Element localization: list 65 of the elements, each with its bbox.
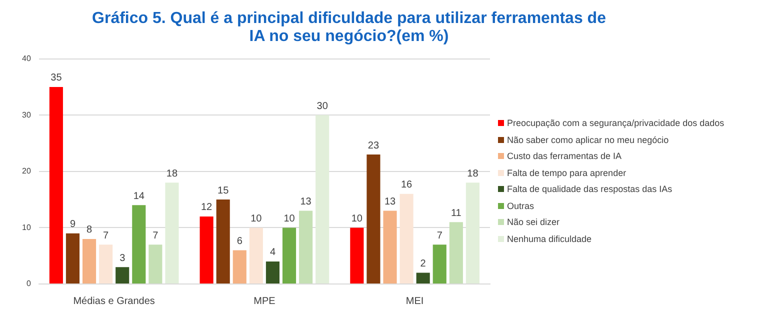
- data-label: 6: [236, 236, 243, 247]
- legend-label: Outras: [507, 200, 534, 211]
- bar: [249, 228, 263, 284]
- bar: [200, 216, 214, 284]
- data-label: 13: [300, 196, 312, 208]
- data-label: 14: [133, 190, 145, 202]
- y-tick-label: 30: [22, 110, 32, 120]
- data-label: 23: [368, 140, 380, 152]
- legend-label: Nenhuma dificuldade: [507, 234, 592, 244]
- data-label: 18: [166, 168, 178, 180]
- data-label: 3: [120, 252, 126, 264]
- bar: [316, 115, 330, 284]
- y-tick-label: 40: [22, 54, 32, 64]
- bar: [148, 244, 162, 284]
- data-label: 10: [351, 213, 363, 224]
- bar: [232, 250, 246, 284]
- data-label: 10: [250, 213, 262, 224]
- x-tick-label: MPE: [254, 296, 276, 307]
- bar: [350, 228, 364, 284]
- data-label: 11: [450, 208, 462, 219]
- bar: [449, 222, 463, 284]
- bar: [383, 210, 397, 284]
- bar: [99, 244, 113, 284]
- bar: [266, 261, 280, 284]
- legend-label: Custo das ferramentas de IA: [507, 151, 622, 162]
- y-tick-label: 20: [22, 166, 32, 176]
- bar: [366, 154, 380, 284]
- legend-label: Falta de qualidade das respostas das IAs: [507, 184, 672, 194]
- data-label: 10: [284, 213, 296, 224]
- data-label: 16: [400, 180, 413, 191]
- bar: [49, 86, 63, 284]
- data-label: 7: [436, 230, 443, 242]
- bar: [82, 238, 96, 284]
- data-label: 13: [384, 196, 396, 208]
- data-label: 8: [86, 224, 92, 236]
- bar: [165, 182, 179, 284]
- data-label: 18: [467, 168, 479, 180]
- bar: [299, 210, 313, 284]
- bar: [282, 228, 296, 284]
- data-label: 7: [103, 230, 110, 242]
- bar: [116, 267, 130, 284]
- legend-label: Não sei dizer: [507, 217, 560, 228]
- bar: [466, 182, 480, 284]
- data-label: 9: [70, 219, 76, 230]
- data-label: 7: [152, 230, 159, 242]
- x-tick-label: MEI: [406, 296, 424, 307]
- data-label: 35: [50, 72, 62, 84]
- legend-label: Não saber como aplicar no meu negócio: [507, 134, 669, 145]
- bar: [400, 194, 414, 284]
- bar: [432, 244, 446, 284]
- legend-label: Preocupação com a segurança/privacidade dos dados: [507, 118, 724, 128]
- bar: [216, 200, 230, 284]
- y-tick-label: 10: [22, 222, 32, 232]
- legend-label: Falta de tempo para aprender: [507, 168, 626, 178]
- x-tick-label: Médias e Grandes: [73, 296, 155, 307]
- bar: [132, 205, 146, 284]
- bar: [66, 233, 80, 284]
- data-label: 2: [420, 258, 426, 270]
- data-label: 12: [200, 202, 213, 214]
- data-label: 30: [316, 100, 328, 112]
- data-label: 4: [270, 247, 276, 258]
- chart-title: Gráfico 5. Qual é a principal dificuldade para utilizar ferramentas de IA no seu negócio?(em %): [91, 10, 607, 46]
- y-tick-label: 0: [26, 279, 32, 288]
- data-label: 15: [218, 185, 230, 196]
- bar: [416, 272, 430, 284]
